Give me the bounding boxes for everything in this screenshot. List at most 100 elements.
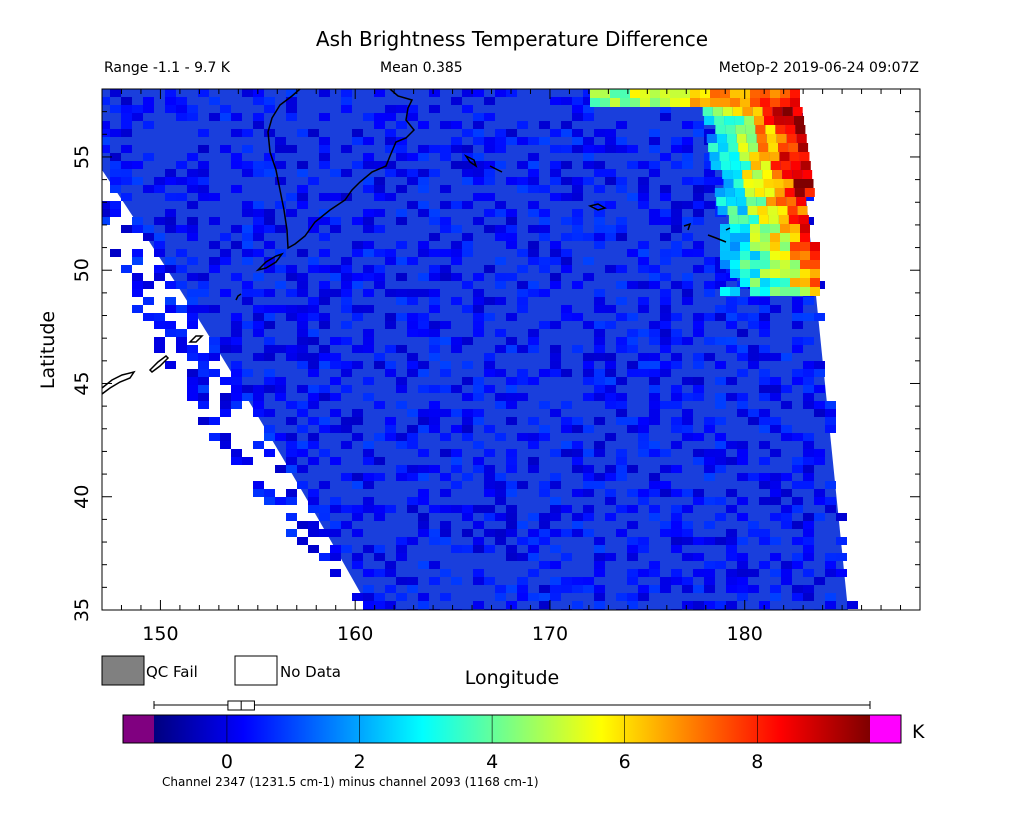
swath-pixel — [671, 201, 682, 209]
swath-pixel — [341, 89, 352, 97]
ash-pixel — [610, 98, 620, 107]
swath-pixel — [264, 257, 275, 265]
swath-pixel — [484, 161, 495, 169]
swath-pixel — [594, 377, 605, 385]
swath-pixel — [484, 369, 495, 377]
swath-pixel — [352, 305, 363, 313]
swath-pixel — [517, 577, 528, 585]
swath-pixel — [143, 281, 154, 289]
swath-pixel — [715, 497, 726, 505]
swath-pixel — [407, 329, 418, 337]
swath-pixel — [638, 449, 649, 457]
swath-pixel — [605, 129, 616, 137]
ash-pixel — [770, 224, 780, 233]
swath-pixel — [737, 537, 748, 545]
swath-pixel — [770, 489, 781, 497]
swath-pixel — [385, 417, 396, 425]
swath-pixel — [528, 545, 539, 553]
swath-pixel — [506, 377, 517, 385]
swath-pixel — [528, 161, 539, 169]
swath-pixel — [297, 161, 308, 169]
swath-pixel — [363, 337, 374, 345]
kuril-island-coastline — [255, 252, 285, 272]
swath-pixel — [715, 305, 726, 313]
ash-pixel — [760, 233, 770, 242]
swath-pixel — [616, 593, 627, 601]
swath-pixel — [297, 201, 308, 209]
swath-pixel — [781, 433, 792, 441]
swath-pixel — [605, 433, 616, 441]
swath-pixel — [253, 121, 264, 129]
swath-pixel — [385, 321, 396, 329]
swath-pixel — [264, 497, 275, 505]
swath-pixel — [154, 313, 165, 321]
ash-pixel — [744, 188, 755, 197]
ash-pixel — [780, 161, 791, 170]
swath-pixel — [275, 249, 286, 257]
swath-pixel — [638, 177, 649, 185]
swath-pixel — [715, 393, 726, 401]
swath-pixel — [506, 505, 517, 513]
swath-pixel — [803, 473, 814, 481]
colorbar-frame — [122, 714, 902, 744]
swath-pixel — [561, 369, 572, 377]
swath-pixel — [352, 409, 363, 417]
swath-pixel — [638, 489, 649, 497]
swath-pixel — [770, 537, 781, 545]
ash-pixel — [784, 116, 795, 125]
swath-pixel — [253, 481, 264, 489]
swath-pixel — [264, 337, 275, 345]
swath-pixel — [275, 265, 286, 273]
swath-pixel — [572, 137, 583, 145]
swath-pixel — [737, 297, 748, 305]
swath-pixel — [803, 377, 814, 385]
ash-pixel — [660, 89, 670, 98]
swath-pixel — [363, 153, 374, 161]
swath-pixel — [231, 401, 242, 409]
swath-pixel — [748, 313, 759, 321]
swath-pixel — [671, 145, 682, 153]
swath-pixel — [462, 305, 473, 313]
swath-pixel — [451, 409, 462, 417]
ash-pixel — [800, 233, 810, 242]
swath-pixel — [550, 169, 561, 177]
swath-pixel — [715, 281, 726, 289]
ash-pixel — [768, 143, 779, 152]
swath-pixel — [297, 193, 308, 201]
swath-pixel — [165, 97, 176, 105]
swath-pixel — [286, 265, 297, 273]
swath-pixel — [374, 281, 385, 289]
ash-pixel — [763, 179, 774, 188]
swath-pixel — [198, 89, 209, 97]
ash-pixel — [799, 152, 810, 161]
swath-pixel — [165, 217, 176, 225]
swath-pixel — [330, 529, 341, 537]
swath-pixel — [462, 161, 473, 169]
swath-pixel — [649, 393, 660, 401]
swath-pixel — [605, 473, 616, 481]
swath-pixel — [671, 393, 682, 401]
swath-pixel — [506, 553, 517, 561]
swath-pixel — [286, 433, 297, 441]
swath-pixel — [649, 217, 660, 225]
swath-pixel — [187, 353, 198, 361]
swath-pixel — [242, 241, 253, 249]
swath-pixel — [102, 145, 110, 153]
swath-pixel — [220, 409, 231, 417]
swath-pixel — [682, 273, 693, 281]
swath-pixel — [737, 441, 748, 449]
swath-pixel — [473, 377, 484, 385]
ash-pixel — [790, 260, 800, 269]
swath-pixel — [506, 521, 517, 529]
swath-pixel — [693, 121, 704, 129]
swath-pixel — [407, 577, 418, 585]
swath-pixel — [693, 217, 704, 225]
swath-pixel — [583, 393, 594, 401]
swath-pixel — [649, 417, 660, 425]
swath-pixel — [759, 393, 770, 401]
legend: QC Fail No Data — [101, 655, 341, 686]
ash-pixel — [770, 242, 780, 251]
ash-pixel — [750, 242, 760, 251]
swath-pixel — [176, 345, 187, 353]
